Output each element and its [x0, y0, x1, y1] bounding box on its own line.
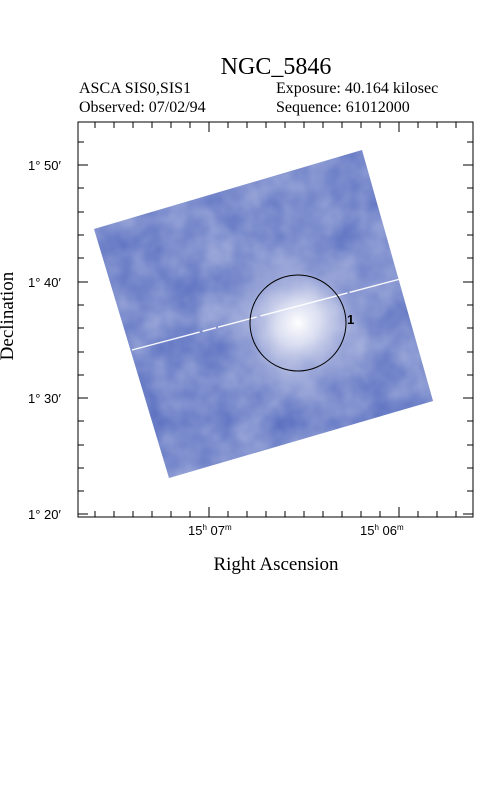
y-tick-label: 1° 30′ — [28, 391, 62, 406]
x-axis-ticks — [94, 122, 457, 517]
x-tick-label: 15h 06m — [360, 523, 404, 538]
y-axis-ticks — [78, 141, 473, 515]
exposure-label: Exposure: 40.164 kilosec — [276, 80, 439, 97]
page-title: NGC_5846 — [220, 54, 332, 80]
y-axis-label: Declination — [0, 271, 18, 361]
x-axis-label: Right Ascension — [213, 554, 339, 575]
observed-label: Observed: 07/02/94 — [79, 99, 206, 116]
sequence-label: Sequence: 61012000 — [276, 99, 410, 116]
source-region-label: 1 — [347, 312, 354, 327]
x-tick-label: 15h 07m — [188, 523, 232, 538]
instrument-label: ASCA SIS0,SIS1 — [79, 80, 192, 97]
chip-gap — [131, 277, 405, 351]
source-region-circle — [249, 274, 347, 372]
y-tick-label: 1° 40′ — [28, 275, 62, 290]
plot-frame — [77, 121, 474, 518]
y-tick-label: 1° 50′ — [28, 158, 62, 173]
source-glow — [94, 150, 433, 478]
y-tick-label: 1° 20′ — [28, 507, 62, 522]
